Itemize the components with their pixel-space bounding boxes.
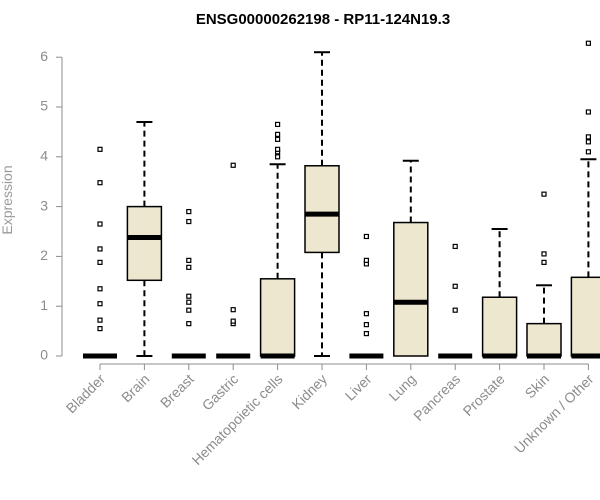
outlier-point (275, 121, 281, 128)
outlier-point (186, 208, 192, 215)
outlier-point (97, 326, 103, 332)
outlier-point (97, 146, 103, 152)
boxplot-series (83, 40, 600, 359)
outlier-point (186, 257, 192, 263)
outlier-point (186, 307, 192, 313)
box-group (438, 243, 473, 359)
outlier-point (541, 259, 547, 265)
x-tick-label: Prostate (460, 371, 508, 419)
box-group (526, 191, 562, 359)
y-axis: 0 1 2 3 4 5 6 (40, 48, 63, 363)
box-group (171, 208, 206, 359)
box-group (216, 162, 251, 359)
y-tick-label: 2 (40, 247, 48, 263)
box-group (259, 121, 296, 359)
outlier-point (452, 283, 458, 289)
outlier-point (363, 233, 369, 240)
chart-title: ENSG00000262198 - RP11-124N19.3 (196, 11, 450, 28)
box-group (481, 228, 518, 359)
box (570, 276, 600, 357)
outlier-point (452, 307, 458, 313)
outlier-point (452, 243, 458, 250)
x-tick-label: Liver (342, 371, 375, 404)
y-tick-label: 3 (40, 197, 48, 213)
outlier-point (363, 330, 369, 337)
outlier-point (186, 321, 192, 327)
x-tick-label: Brain (118, 371, 152, 405)
box (126, 205, 163, 282)
box-group (126, 120, 163, 357)
outlier-point (541, 191, 547, 197)
y-axis-label: Expression (0, 165, 15, 234)
outlier-point (363, 311, 369, 317)
outlier-point (97, 301, 103, 307)
x-tick-label: Unknown / Other (511, 371, 597, 457)
outlier-point (585, 149, 592, 155)
box-group (393, 159, 429, 357)
outlier-point (97, 246, 103, 252)
outlier-point (230, 307, 236, 313)
box-group (349, 233, 384, 359)
outlier-point (186, 218, 192, 225)
box-group (570, 40, 600, 359)
x-tick-label: Gastric (199, 371, 242, 414)
outlier-point (363, 322, 369, 328)
outlier-point (585, 40, 592, 46)
outlier-point (585, 134, 592, 140)
y-tick-label: 6 (40, 48, 48, 64)
outlier-point (541, 251, 547, 257)
x-tick-label: Skin (522, 371, 553, 402)
outlier-point (230, 318, 236, 324)
outlier-point (363, 257, 369, 263)
y-tick-label: 0 (40, 347, 48, 363)
x-tick-label: Pancreas (410, 371, 463, 424)
outlier-point (97, 286, 103, 292)
outlier-point (275, 131, 281, 137)
outlier-point (97, 180, 103, 186)
outlier-point (275, 146, 281, 152)
outlier-point (97, 259, 103, 265)
outlier-point (585, 139, 592, 145)
box (304, 165, 340, 254)
box-group (304, 51, 340, 357)
outlier-point (186, 299, 192, 305)
box (393, 221, 429, 357)
outlier-point (230, 162, 236, 168)
box (481, 296, 518, 357)
outlier-point (186, 264, 192, 270)
box-group (83, 146, 117, 359)
box (526, 322, 562, 357)
x-tick-label: Lung (386, 371, 419, 404)
y-tick-label: 4 (40, 148, 48, 164)
outlier-point (275, 154, 281, 160)
y-tick-label: 1 (40, 297, 48, 313)
outlier-point (275, 136, 281, 142)
outlier-point (97, 317, 103, 323)
x-tick-label: Breast (157, 371, 197, 411)
box (259, 278, 296, 357)
outlier-point (585, 109, 592, 115)
x-tick-label: Bladder (63, 371, 109, 417)
outlier-point (97, 221, 103, 227)
x-tick-label: Kidney (289, 371, 331, 413)
outlier-point (186, 293, 192, 299)
y-tick-label: 5 (40, 98, 48, 114)
